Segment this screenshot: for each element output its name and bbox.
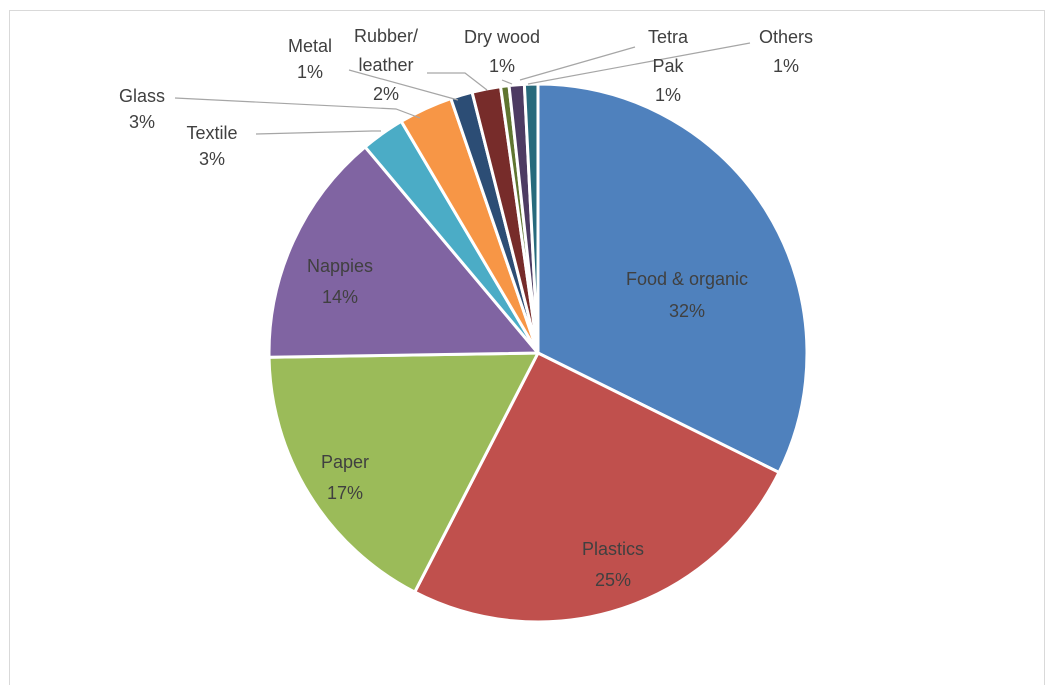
leader-line-drywood (501, 79, 513, 85)
label-rubber-leather-pct: 2% (373, 84, 399, 104)
pie-slices (267, 82, 809, 624)
label-tetra-pak-name-2: Pak (652, 56, 684, 76)
leader-line-textile (255, 130, 381, 135)
label-glass-pct: 3% (129, 112, 155, 132)
pie-slice-nappies (267, 145, 540, 359)
leader-line-rubber (427, 72, 488, 91)
label-glass-name: Glass (119, 86, 165, 106)
label-nappies-pct: 14% (322, 287, 358, 307)
label-textile-name: Textile (186, 123, 237, 143)
label-others-name: Others (759, 27, 813, 47)
label-nappies-name: Nappies (307, 256, 373, 276)
label-paper-pct: 17% (327, 483, 363, 503)
label-dry-wood-pct: 1% (489, 56, 515, 76)
label-rubber-leather-name-1: Rubber/ (354, 26, 418, 46)
label-metal-pct: 1% (297, 62, 323, 82)
pie-slice-paper (267, 351, 540, 594)
leader-line-glass (174, 97, 421, 119)
label-others-pct: 1% (773, 56, 799, 76)
pie-slice-others (522, 82, 540, 355)
leader-line-others (527, 42, 751, 85)
chart-area (9, 10, 1045, 685)
label-food-organic-name: Food & organic (626, 269, 748, 289)
label-metal-name: Metal (288, 36, 332, 56)
label-tetra-pak-name-1: Tetra (648, 27, 689, 47)
label-textile-pct: 3% (199, 149, 225, 169)
leader-line-tetra (519, 46, 636, 81)
leader-lines (174, 42, 751, 135)
label-paper-name: Paper (321, 452, 369, 472)
label-tetra-pak-pct: 1% (655, 85, 681, 105)
leader-line-metal (348, 69, 459, 101)
label-plastics-pct: 25% (595, 570, 631, 590)
pie-slice-plastics (413, 351, 781, 624)
pie-slice-food-organic (536, 82, 809, 474)
label-plastics-name: Plastics (582, 539, 644, 559)
label-dry-wood-name: Dry wood (464, 27, 540, 47)
label-rubber-leather-name-2: leather (358, 55, 413, 75)
label-food-organic-pct: 32% (669, 301, 705, 321)
